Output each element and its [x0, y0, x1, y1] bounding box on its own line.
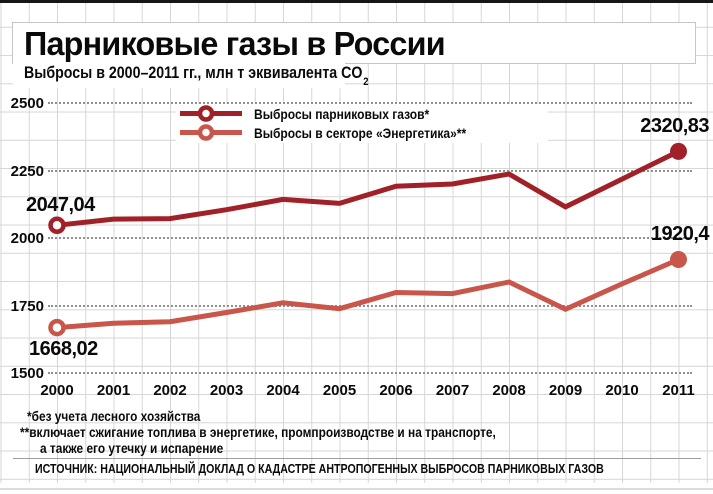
bottom-border — [0, 488, 713, 490]
dotted-gridline-2500 — [48, 102, 692, 104]
value-label-energy-2000: 1668,02 — [29, 338, 98, 360]
x-axis-label-2004: 2004 — [266, 382, 300, 399]
dotted-gridline-1500 — [48, 372, 692, 374]
chart-title: Парниковые газы в России — [24, 25, 446, 62]
y-axis-label-1750: 1750 — [10, 297, 44, 315]
x-axis-label-2005: 2005 — [322, 382, 357, 399]
value-label-emissions-2011: 2320,83 — [640, 115, 709, 137]
footnote-2: **включает сжигание топлива в энергетике… — [20, 425, 496, 440]
x-axis-label-2002: 2002 — [153, 382, 187, 399]
y-axis-label-2000: 2000 — [10, 230, 44, 247]
value-label-emissions-2000: 2047,04 — [26, 194, 95, 216]
legend-label-emissions: Выбросы парниковых газов* — [254, 105, 430, 122]
series-line-energy — [56, 257, 680, 331]
chart-subtitle-text: Выбросы в 2000–2011 гг., млн т эквивален… — [24, 64, 363, 82]
footnote-3: а также его утечку и испарение — [40, 441, 224, 456]
legend-item-emissions: Выбросы парниковых газов* — [176, 104, 548, 123]
legend-item-energy: Выбросы в секторе «Энергетика»** — [176, 123, 548, 142]
end-marker-emissions — [670, 142, 687, 160]
x-axis-label-2010: 2010 — [605, 382, 639, 399]
x-axis-label-2001: 2001 — [96, 382, 131, 399]
x-axis-label-2009: 2009 — [548, 382, 583, 399]
subtitle-panel — [13, 62, 345, 88]
start-marker-emissions — [48, 216, 66, 235]
y-axis-label-2500: 2500 — [10, 95, 44, 112]
chart-subtitle: Выбросы в 2000–2011 гг., млн т эквивален… — [24, 64, 369, 89]
footnote-1: *без учета лесного хозяйства — [27, 409, 201, 424]
source-separator — [13, 458, 701, 459]
y-axis-label-2250: 2250 — [10, 162, 44, 180]
dotted-gridline-2250 — [48, 169, 692, 172]
x-axis-label-2006: 2006 — [379, 382, 413, 399]
x-axis-label-2007: 2007 — [435, 382, 470, 399]
value-label-energy-2011: 1920,4 — [650, 223, 710, 245]
end-marker-energy — [670, 251, 687, 268]
legend-label-energy: Выбросы в секторе «Энергетика»** — [254, 124, 467, 141]
series-line-emissions — [56, 149, 680, 228]
top-border — [0, 0, 713, 3]
y-axis-label-1500: 1500 — [10, 365, 44, 382]
co2-subscript: 2 — [363, 76, 369, 89]
x-axis-label-2003: 2003 — [209, 382, 244, 399]
dotted-gridline-1750 — [48, 304, 692, 307]
start-marker-energy — [48, 318, 66, 337]
x-axis-label-2008: 2008 — [492, 382, 526, 399]
title-panel — [12, 22, 696, 64]
source-text: ИСТОЧНИК: НАЦИОНАЛЬНЫЙ ДОКЛАД О КАДАСТРЕ… — [35, 462, 604, 476]
legend-marker-energy-icon — [180, 124, 242, 141]
x-axis-label-2000: 2000 — [40, 382, 74, 399]
x-axis-label-2011: 2011 — [662, 382, 695, 399]
dotted-gridline-2000 — [48, 237, 692, 239]
legend: Выбросы парниковых газов* Выбросы в сект… — [176, 104, 548, 143]
legend-marker-emissions-icon — [180, 105, 242, 122]
